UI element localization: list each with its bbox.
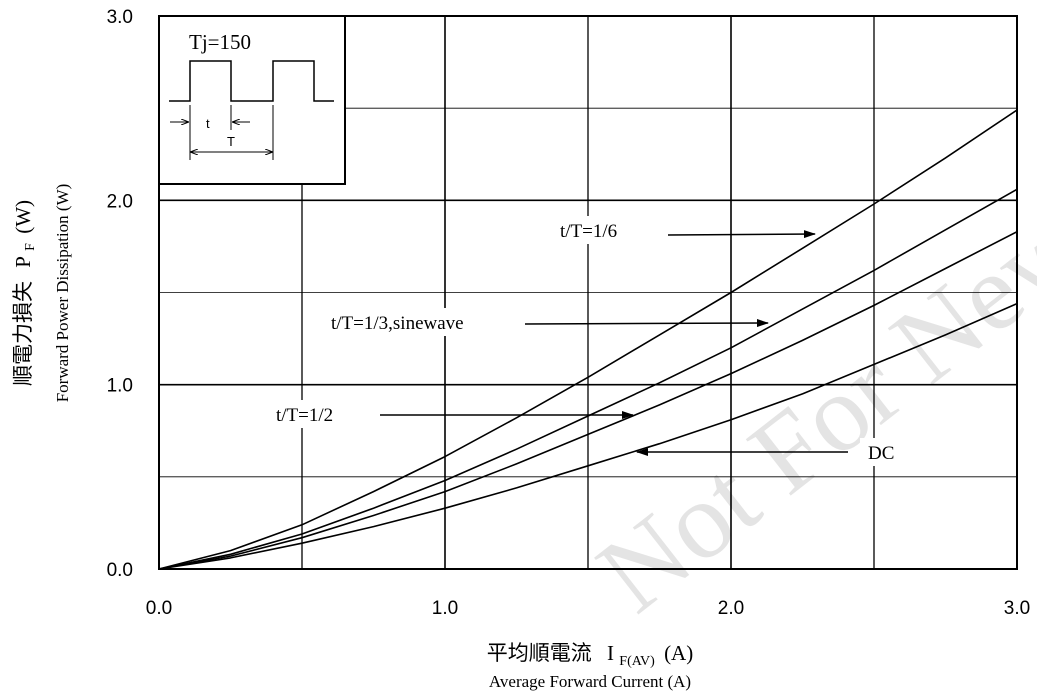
inset-box [158, 15, 346, 185]
watermark: Not For New Design [576, 0, 1037, 635]
y-axis-title: 順電力損失 P F (W) Forward Power Dissipation … [11, 184, 72, 403]
annotations: t/T=1/6 t/T=1/3,sinewave t/T=1/2 DC [272, 216, 908, 466]
y-axis-subscript: F [23, 243, 38, 251]
series-line-4 [158, 302, 1018, 570]
annotation-t-1-3: t/T=1/3,sinewave [331, 313, 464, 334]
annotation-bg-1-6 [556, 216, 658, 244]
annotation-arrow-1-3 [524, 319, 769, 328]
pulse-waveform [169, 60, 334, 102]
plot-frame [158, 15, 1018, 570]
series-line-3 [158, 230, 1018, 570]
y-tick-label: 0.0 [107, 560, 133, 581]
y-axis-jp-label: 順電力損失 [12, 281, 35, 386]
waveform-inset: Tj=150 t T [158, 15, 346, 185]
x-axis-symbol: I [607, 641, 614, 665]
y-tick-labels: 0.0 1.0 2.0 3.0 [107, 7, 133, 581]
y-axis-symbol: P [11, 256, 35, 268]
y-axis-unit: (W) [11, 200, 35, 234]
svg-text:順電力損失 P F (W: 順電力損失 P F (W) [11, 200, 39, 386]
series-line-2 [158, 188, 1018, 570]
inset-title: Tj=150 [189, 30, 251, 54]
annotation-dc: DC [868, 443, 894, 464]
y-tick-label: 3.0 [107, 7, 133, 28]
inset-t-label: t [206, 116, 210, 131]
x-axis-jp-label: 平均順電流 [487, 642, 592, 665]
grid [159, 16, 1017, 569]
y-axis-en-label: Forward Power Dissipation (W) [53, 184, 72, 403]
annotation-t-1-2: t/T=1/2 [276, 405, 333, 426]
annotation-t-1-6: t/T=1/6 [560, 221, 617, 242]
annotation-bg-1-3 [327, 308, 517, 336]
x-axis-en-label: Average Forward Current (A) [489, 672, 691, 691]
annotation-bg-1-2 [272, 400, 372, 428]
watermark-text: Not For New Design [576, 0, 1037, 635]
y-tick-label: 2.0 [107, 191, 133, 212]
x-axis-subscript: F(AV) [619, 654, 655, 669]
series-lines [158, 109, 1018, 570]
svg-text:平均順電流 I F(AV): 平均順電流 I F(AV) (A) [487, 641, 693, 670]
annotation-arrow-1-6 [667, 230, 816, 239]
x-tick-label: 2.0 [718, 598, 744, 619]
series-line-1 [158, 109, 1018, 570]
x-tick-label: 0.0 [146, 598, 172, 619]
x-axis-title: 平均順電流 I F(AV) (A) Average Forward Curren… [487, 641, 693, 691]
annotation-bg-dc [860, 438, 908, 466]
y-tick-label: 1.0 [107, 376, 133, 397]
x-axis-unit: (A) [664, 641, 693, 665]
x-tick-label: 3.0 [1004, 598, 1030, 619]
inset-T-label: T [227, 134, 235, 149]
x-tick-label: 1.0 [432, 598, 458, 619]
x-tick-labels: 0.0 1.0 2.0 3.0 [146, 598, 1030, 619]
